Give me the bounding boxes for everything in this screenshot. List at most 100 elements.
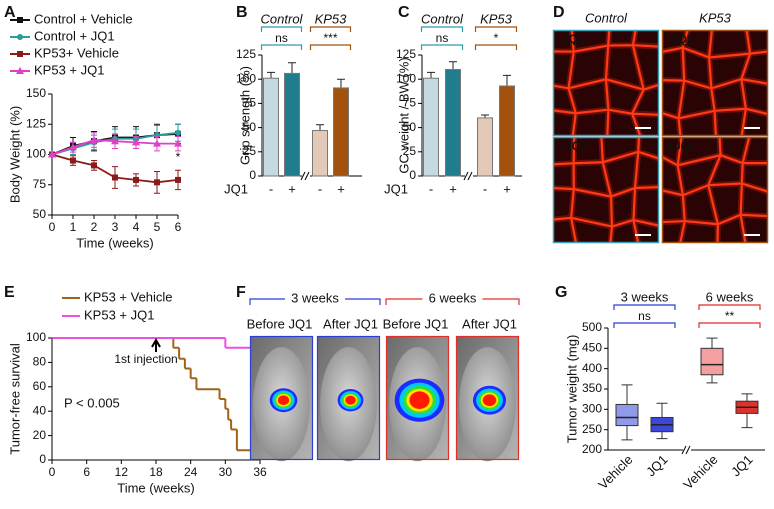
y-tick-label: 150 — [26, 86, 46, 100]
bracket — [698, 304, 761, 310]
significance: ns — [436, 31, 449, 45]
panel-label: -JQ1 — [558, 32, 585, 46]
box — [700, 347, 724, 376]
cell-outlines — [662, 30, 768, 136]
group-label: KP53 — [315, 11, 348, 26]
axis-break — [685, 445, 691, 455]
bar — [499, 85, 515, 177]
y-tick-label: 100 — [396, 71, 416, 85]
legend-marker — [17, 34, 23, 40]
y-axis-label: GC weight / BW (%) — [396, 57, 411, 173]
x-tick-label: 6 — [83, 465, 90, 479]
panel-letter: G — [555, 284, 567, 301]
cell-edge — [662, 137, 768, 243]
panel-label: Before JQ1 — [383, 316, 449, 331]
cell-edge — [662, 30, 768, 136]
x-tick-label: + — [503, 181, 511, 196]
axis-break-gap — [465, 174, 473, 178]
cell-outlines — [553, 30, 659, 136]
x-tick-label: 36 — [253, 465, 267, 479]
annotation-arrow — [151, 337, 161, 352]
error-bar — [427, 71, 435, 79]
bar — [445, 69, 461, 177]
y-tick-label: 400 — [582, 361, 602, 375]
y-tick-label: 75 — [243, 96, 257, 110]
x-tick-label: - — [429, 181, 433, 196]
bracket — [309, 44, 352, 50]
panel-border — [249, 335, 314, 461]
y-axis-label: Tumor weight (mg) — [564, 335, 579, 444]
significance: ** — [725, 309, 735, 323]
y-tick-label: 100 — [26, 147, 46, 161]
panel-label: Before JQ1 — [247, 316, 313, 331]
p-value: P < 0.005 — [64, 395, 120, 410]
y-tick-label: 50 — [33, 207, 47, 221]
annotation: * — [176, 150, 181, 164]
bracket — [309, 26, 352, 32]
y-axis-label: Tumor-free survival — [7, 343, 22, 455]
panel-border — [316, 335, 381, 461]
panel-label: -JQ1 — [667, 32, 694, 46]
error-bar — [288, 62, 296, 74]
error-bar — [267, 71, 275, 79]
significance: ns — [275, 31, 288, 45]
x-tick-label: + — [449, 181, 457, 196]
group-label: 3 weeks — [291, 290, 339, 305]
data-point — [153, 139, 161, 147]
x-axis-label: Time (weeks) — [117, 480, 195, 495]
y-tick-label: 250 — [582, 422, 602, 436]
error-bar — [337, 78, 345, 88]
x-tick-label: + — [337, 181, 345, 196]
legend-marker — [17, 51, 23, 57]
y-tick-label: 80 — [33, 355, 47, 369]
x-tick-label: 18 — [149, 465, 163, 479]
axis-break — [467, 171, 473, 181]
x-tick-label: 2 — [91, 220, 98, 234]
y-tick-label: 450 — [582, 341, 602, 355]
panel-letter: C — [398, 4, 410, 21]
data-point — [91, 162, 97, 169]
panel-label: +JQ1 — [667, 139, 697, 153]
data-point — [154, 179, 160, 186]
x-tick-label: 4 — [133, 220, 140, 234]
signal — [409, 391, 430, 409]
y-tick-label: 100 — [26, 330, 46, 344]
bracket — [698, 322, 761, 328]
panel-label: After JQ1 — [323, 316, 378, 331]
x-tick-label: + — [288, 181, 296, 196]
x-tick-label: 0 — [49, 220, 56, 234]
legend-label: Control + JQ1 — [34, 28, 115, 43]
y-tick-label: 20 — [33, 428, 47, 442]
y-tick-label: 500 — [582, 320, 602, 334]
x-tick-label: 5 — [154, 220, 161, 234]
axis-break — [681, 445, 687, 455]
data-point — [112, 174, 118, 181]
data-point — [111, 137, 119, 145]
bar — [312, 130, 328, 177]
x-axis-label: Time (weeks) — [76, 235, 154, 250]
bracket — [420, 26, 464, 32]
error-bar — [449, 61, 457, 70]
micrograph-panel: -JQ1 — [661, 29, 769, 137]
group-bracket — [249, 298, 381, 305]
legend-label: KP53 + JQ1 — [34, 62, 104, 77]
panel-border — [552, 136, 660, 244]
signal — [482, 394, 497, 407]
data-point — [175, 176, 181, 183]
x-tick-label: JQ1 — [643, 452, 670, 479]
x-tick-label: 30 — [219, 465, 233, 479]
axis-break — [304, 171, 310, 181]
bracket — [420, 44, 464, 50]
error-bar — [316, 124, 324, 131]
y-tick-label: 0 — [409, 168, 416, 182]
cell-outlines — [662, 137, 768, 243]
x-tick-label: 0 — [49, 465, 56, 479]
x-tick-label: 3 — [112, 220, 119, 234]
y-tick-label: 75 — [403, 96, 417, 110]
bar — [477, 117, 493, 177]
data-point — [69, 143, 77, 151]
y-tick-label: 200 — [582, 442, 602, 456]
legend-marker — [17, 17, 23, 23]
y-tick-label: 50 — [403, 120, 417, 134]
cell-outlines — [553, 137, 659, 243]
